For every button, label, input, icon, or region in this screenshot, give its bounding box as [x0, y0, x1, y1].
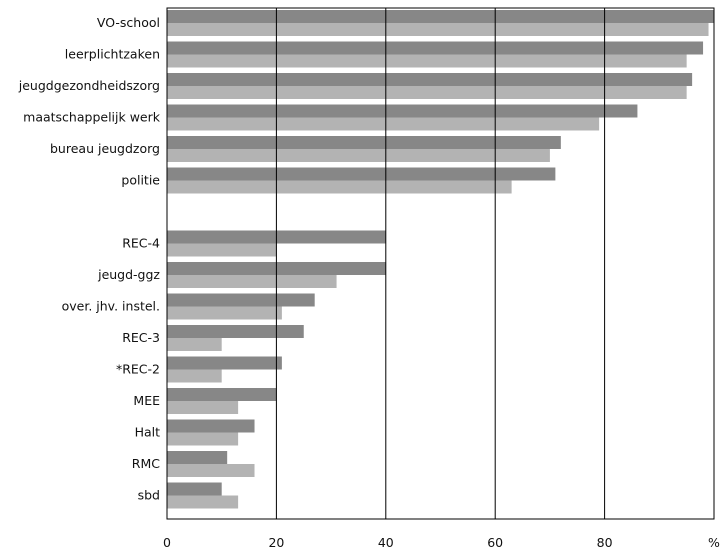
bar-2-7: [167, 243, 277, 257]
category-label-9: over. jhv. instel.: [62, 299, 160, 314]
category-label-1: leerplichtzaken: [65, 47, 160, 62]
category-label-4: bureau jeugdzorg: [50, 141, 160, 156]
bar-1-14: [167, 451, 228, 464]
category-label-12: MEE: [133, 393, 160, 408]
category-label-13: Halt: [135, 425, 161, 440]
bar-1-12: [167, 388, 277, 401]
bar-2-9: [167, 306, 282, 320]
category-label-11: *REC-2: [116, 362, 160, 377]
bar-1-0: [167, 10, 714, 23]
category-label-5: politie: [121, 173, 160, 188]
bar-2-0: [167, 23, 709, 36]
category-label-14: RMC: [132, 456, 160, 471]
bar-1-5: [167, 167, 556, 181]
bar-2-8: [167, 275, 337, 288]
bar-2-2: [167, 86, 687, 99]
x-tick-label-20: 20: [268, 535, 284, 550]
bar-2-3: [167, 117, 600, 131]
bar-1-2: [167, 73, 693, 86]
x-tick-label-80: 80: [597, 535, 613, 550]
bar-1-3: [167, 104, 638, 118]
bar-1-4: [167, 136, 561, 149]
category-label-10: REC-3: [122, 330, 160, 345]
category-label-15: sbd: [138, 488, 160, 503]
category-label-8: jeugd-ggz: [97, 267, 160, 282]
category-label-7: REC-4: [122, 236, 160, 251]
bar-1-10: [167, 325, 304, 338]
x-tick-label-0: 0: [163, 535, 171, 550]
bar-1-13: [167, 419, 255, 433]
bar-1-15: [167, 482, 222, 496]
bar-2-14: [167, 464, 255, 477]
plot-frame: [166, 7, 715, 520]
bar-2-15: [167, 495, 239, 509]
category-label-3: maatschappelijk werk: [23, 110, 161, 125]
bars-layer: [167, 10, 714, 509]
bar-1-9: [167, 293, 315, 307]
x-tick-label-40: 40: [378, 535, 394, 550]
x-unit-label: %: [708, 535, 720, 550]
bar-2-12: [167, 401, 239, 414]
grid-layer: [275, 8, 606, 519]
bar-2-13: [167, 432, 239, 446]
category-label-2: jeugdgezondheidszorg: [18, 78, 160, 93]
bar-2-10: [167, 338, 222, 351]
x-tick-label-60: 60: [487, 535, 503, 550]
labels-layer: VO-school leerplichtzaken jeugdgezondheids…: [18, 15, 720, 550]
category-label-0: VO-school: [97, 15, 160, 30]
bar-1-1: [167, 41, 704, 55]
bar-1-11: [167, 356, 282, 370]
bar-2-5: [167, 180, 512, 194]
axes-layer: [166, 7, 715, 520]
bar-2-11: [167, 369, 222, 383]
bar-2-4: [167, 149, 550, 162]
bar-2-1: [167, 54, 687, 68]
